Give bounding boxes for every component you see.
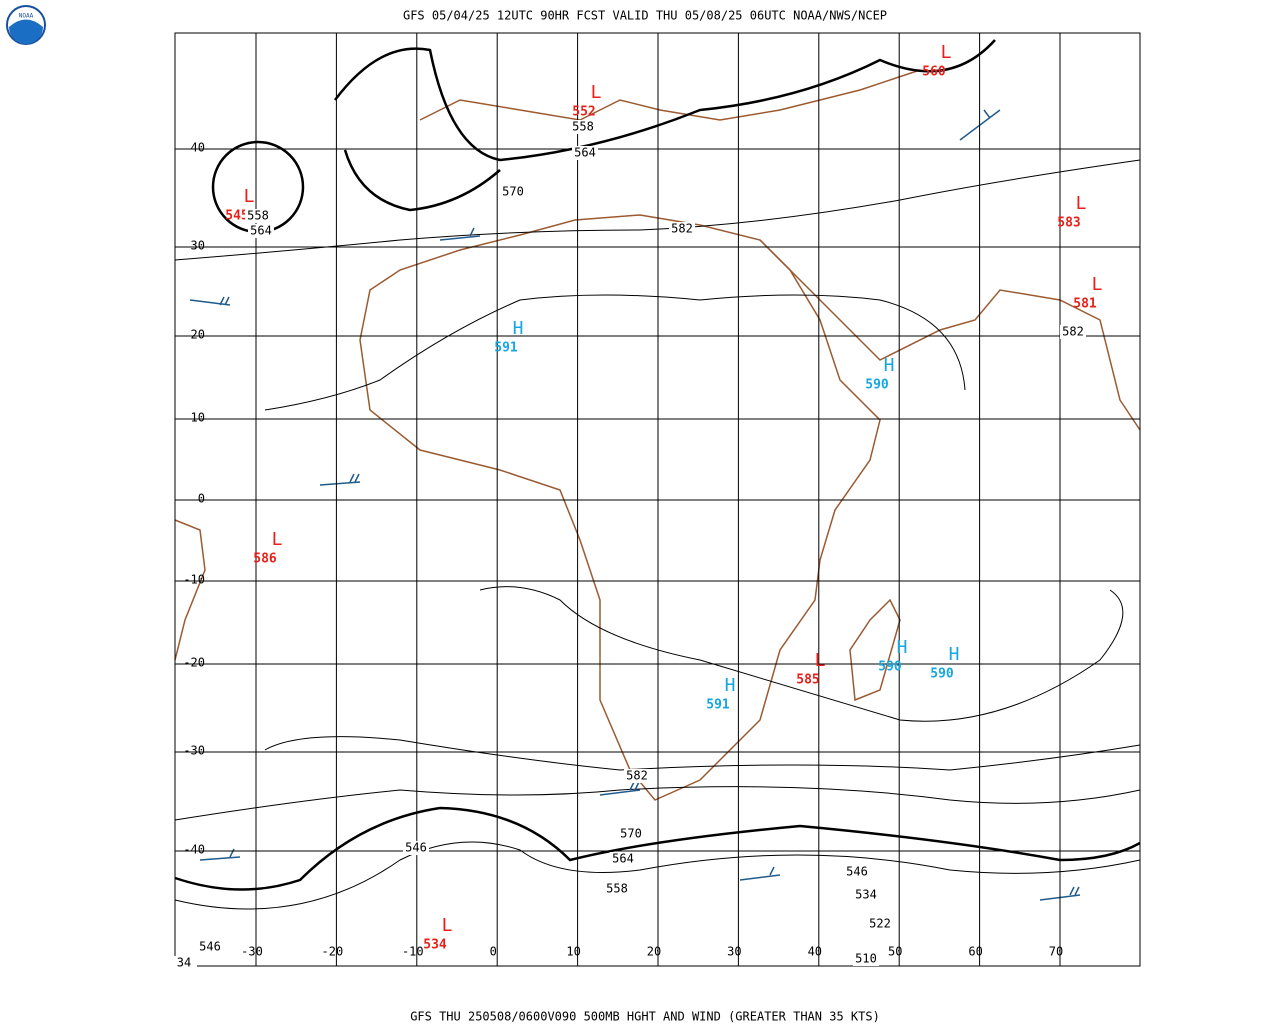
contour-label: 546 xyxy=(405,841,427,855)
lat-lon-grid: 40 30 20 10 0 -10 -20 -30 -40 -30 -20 -10 0 10 20 30 40 5… xyxy=(175,33,1140,966)
contour-label-bg xyxy=(197,940,223,954)
center-letter: L xyxy=(1092,274,1103,295)
contour-label: 570 xyxy=(502,185,524,199)
center-letter: H xyxy=(513,318,524,339)
contour-label: 564 xyxy=(612,852,634,866)
contour-label: 564 xyxy=(250,224,272,238)
longitude-label: 60 xyxy=(968,945,982,959)
latitude-label: -20 xyxy=(183,656,205,670)
center-letter: L xyxy=(941,42,952,63)
contour-label-bg xyxy=(171,956,197,970)
center-letter: L xyxy=(815,650,826,671)
contour-label-bg xyxy=(618,827,644,841)
center-letter: H xyxy=(884,355,895,376)
center-letter: L xyxy=(442,915,453,936)
contour-label: 570 xyxy=(620,827,642,841)
contour-label-bg xyxy=(853,888,879,902)
center-letter: H xyxy=(725,675,736,696)
center-value: 583 xyxy=(1057,216,1080,231)
longitude-label: 40 xyxy=(808,945,822,959)
center-value: 591 xyxy=(494,341,518,356)
center-value: 545 xyxy=(225,209,248,224)
contour-label-bg xyxy=(248,224,274,238)
contour-labels: 5585645705825585645825825705645585465465… xyxy=(171,120,1086,970)
wind-barbs xyxy=(189,109,1081,901)
contour-label: 558 xyxy=(247,209,269,223)
noaa-logo: NOAA xyxy=(6,5,46,45)
latitude-label: 0 xyxy=(198,492,205,506)
map-title: GFS 05/04/25 12UTC 90HR FCST VALID THU 0… xyxy=(403,9,887,23)
latitude-label: 40 xyxy=(191,141,205,155)
contour-label-bg xyxy=(570,120,596,134)
contour-label: 510 xyxy=(855,952,877,966)
map-footer: GFS THU 250508/0600V090 500MB HGHT AND W… xyxy=(410,1010,880,1024)
center-value: 560 xyxy=(922,65,946,80)
longitude-label: -10 xyxy=(402,945,424,959)
center-value: 591 xyxy=(706,698,730,713)
center-value: 590 xyxy=(865,378,889,393)
center-value: 534 xyxy=(423,938,447,953)
latitude-label: 30 xyxy=(191,239,205,253)
longitude-label: 70 xyxy=(1049,945,1063,959)
contour-label-bg xyxy=(867,917,893,931)
longitude-label: -20 xyxy=(322,945,344,959)
contour-label-bg xyxy=(844,865,870,879)
center-letter: H xyxy=(949,644,960,665)
contour-label: 582 xyxy=(626,769,648,783)
longitude-label: -30 xyxy=(241,945,263,959)
center-value: 581 xyxy=(1073,297,1097,312)
latitude-label: 10 xyxy=(191,411,205,425)
contour-label: 558 xyxy=(606,882,628,896)
contour-label-bg xyxy=(500,185,526,199)
contour-label: 534 xyxy=(855,888,877,902)
latitude-label: 20 xyxy=(191,328,205,342)
contour-label: 582 xyxy=(1062,325,1084,339)
center-value: 552 xyxy=(572,105,595,120)
center-value: 585 xyxy=(796,673,819,688)
latitude-label: -40 xyxy=(183,843,205,857)
contour-label: 522 xyxy=(869,917,891,931)
contour-label-bg xyxy=(853,952,879,966)
contour-label-bg xyxy=(1060,325,1086,339)
longitude-label: 50 xyxy=(888,945,902,959)
coastlines xyxy=(174,69,1141,801)
contour-label-bg xyxy=(245,209,271,223)
center-letter: L xyxy=(244,186,255,207)
center-value: 586 xyxy=(253,552,277,567)
center-letter: L xyxy=(591,82,602,103)
contour-label: 564 xyxy=(574,146,596,160)
center-value: 590 xyxy=(930,667,954,682)
center-value: 590 xyxy=(878,660,902,675)
contour-label: 34 xyxy=(177,956,191,970)
contour-label: 558 xyxy=(572,120,594,134)
longitude-label: 20 xyxy=(647,945,661,959)
longitude-label: 0 xyxy=(490,945,497,959)
contour-label: 546 xyxy=(199,940,221,954)
contour-label-bg xyxy=(604,882,630,896)
latitude-label: -10 xyxy=(183,573,205,587)
longitude-label: 10 xyxy=(566,945,580,959)
center-letter: L xyxy=(1076,193,1087,214)
height-contours xyxy=(174,39,1141,910)
map-frame xyxy=(174,32,1141,967)
contour-label-bg xyxy=(610,852,636,866)
latitude-label: -30 xyxy=(183,744,205,758)
contour-label: 546 xyxy=(846,865,868,879)
contour-label: 582 xyxy=(671,222,693,236)
center-letter: H xyxy=(897,637,908,658)
contour-label-bg xyxy=(403,841,429,855)
contour-label-bg xyxy=(572,146,598,160)
logo-text: NOAA xyxy=(19,13,34,20)
longitude-label: 30 xyxy=(727,945,741,959)
contour-label-bg xyxy=(669,222,695,236)
pressure-centers: L 552 L 560 L 545 L 583 L 581 H 591 H 590 L 586 H 590 H 590… xyxy=(225,42,1102,953)
center-letter: L xyxy=(272,529,283,550)
contour-label-bg xyxy=(624,769,650,783)
